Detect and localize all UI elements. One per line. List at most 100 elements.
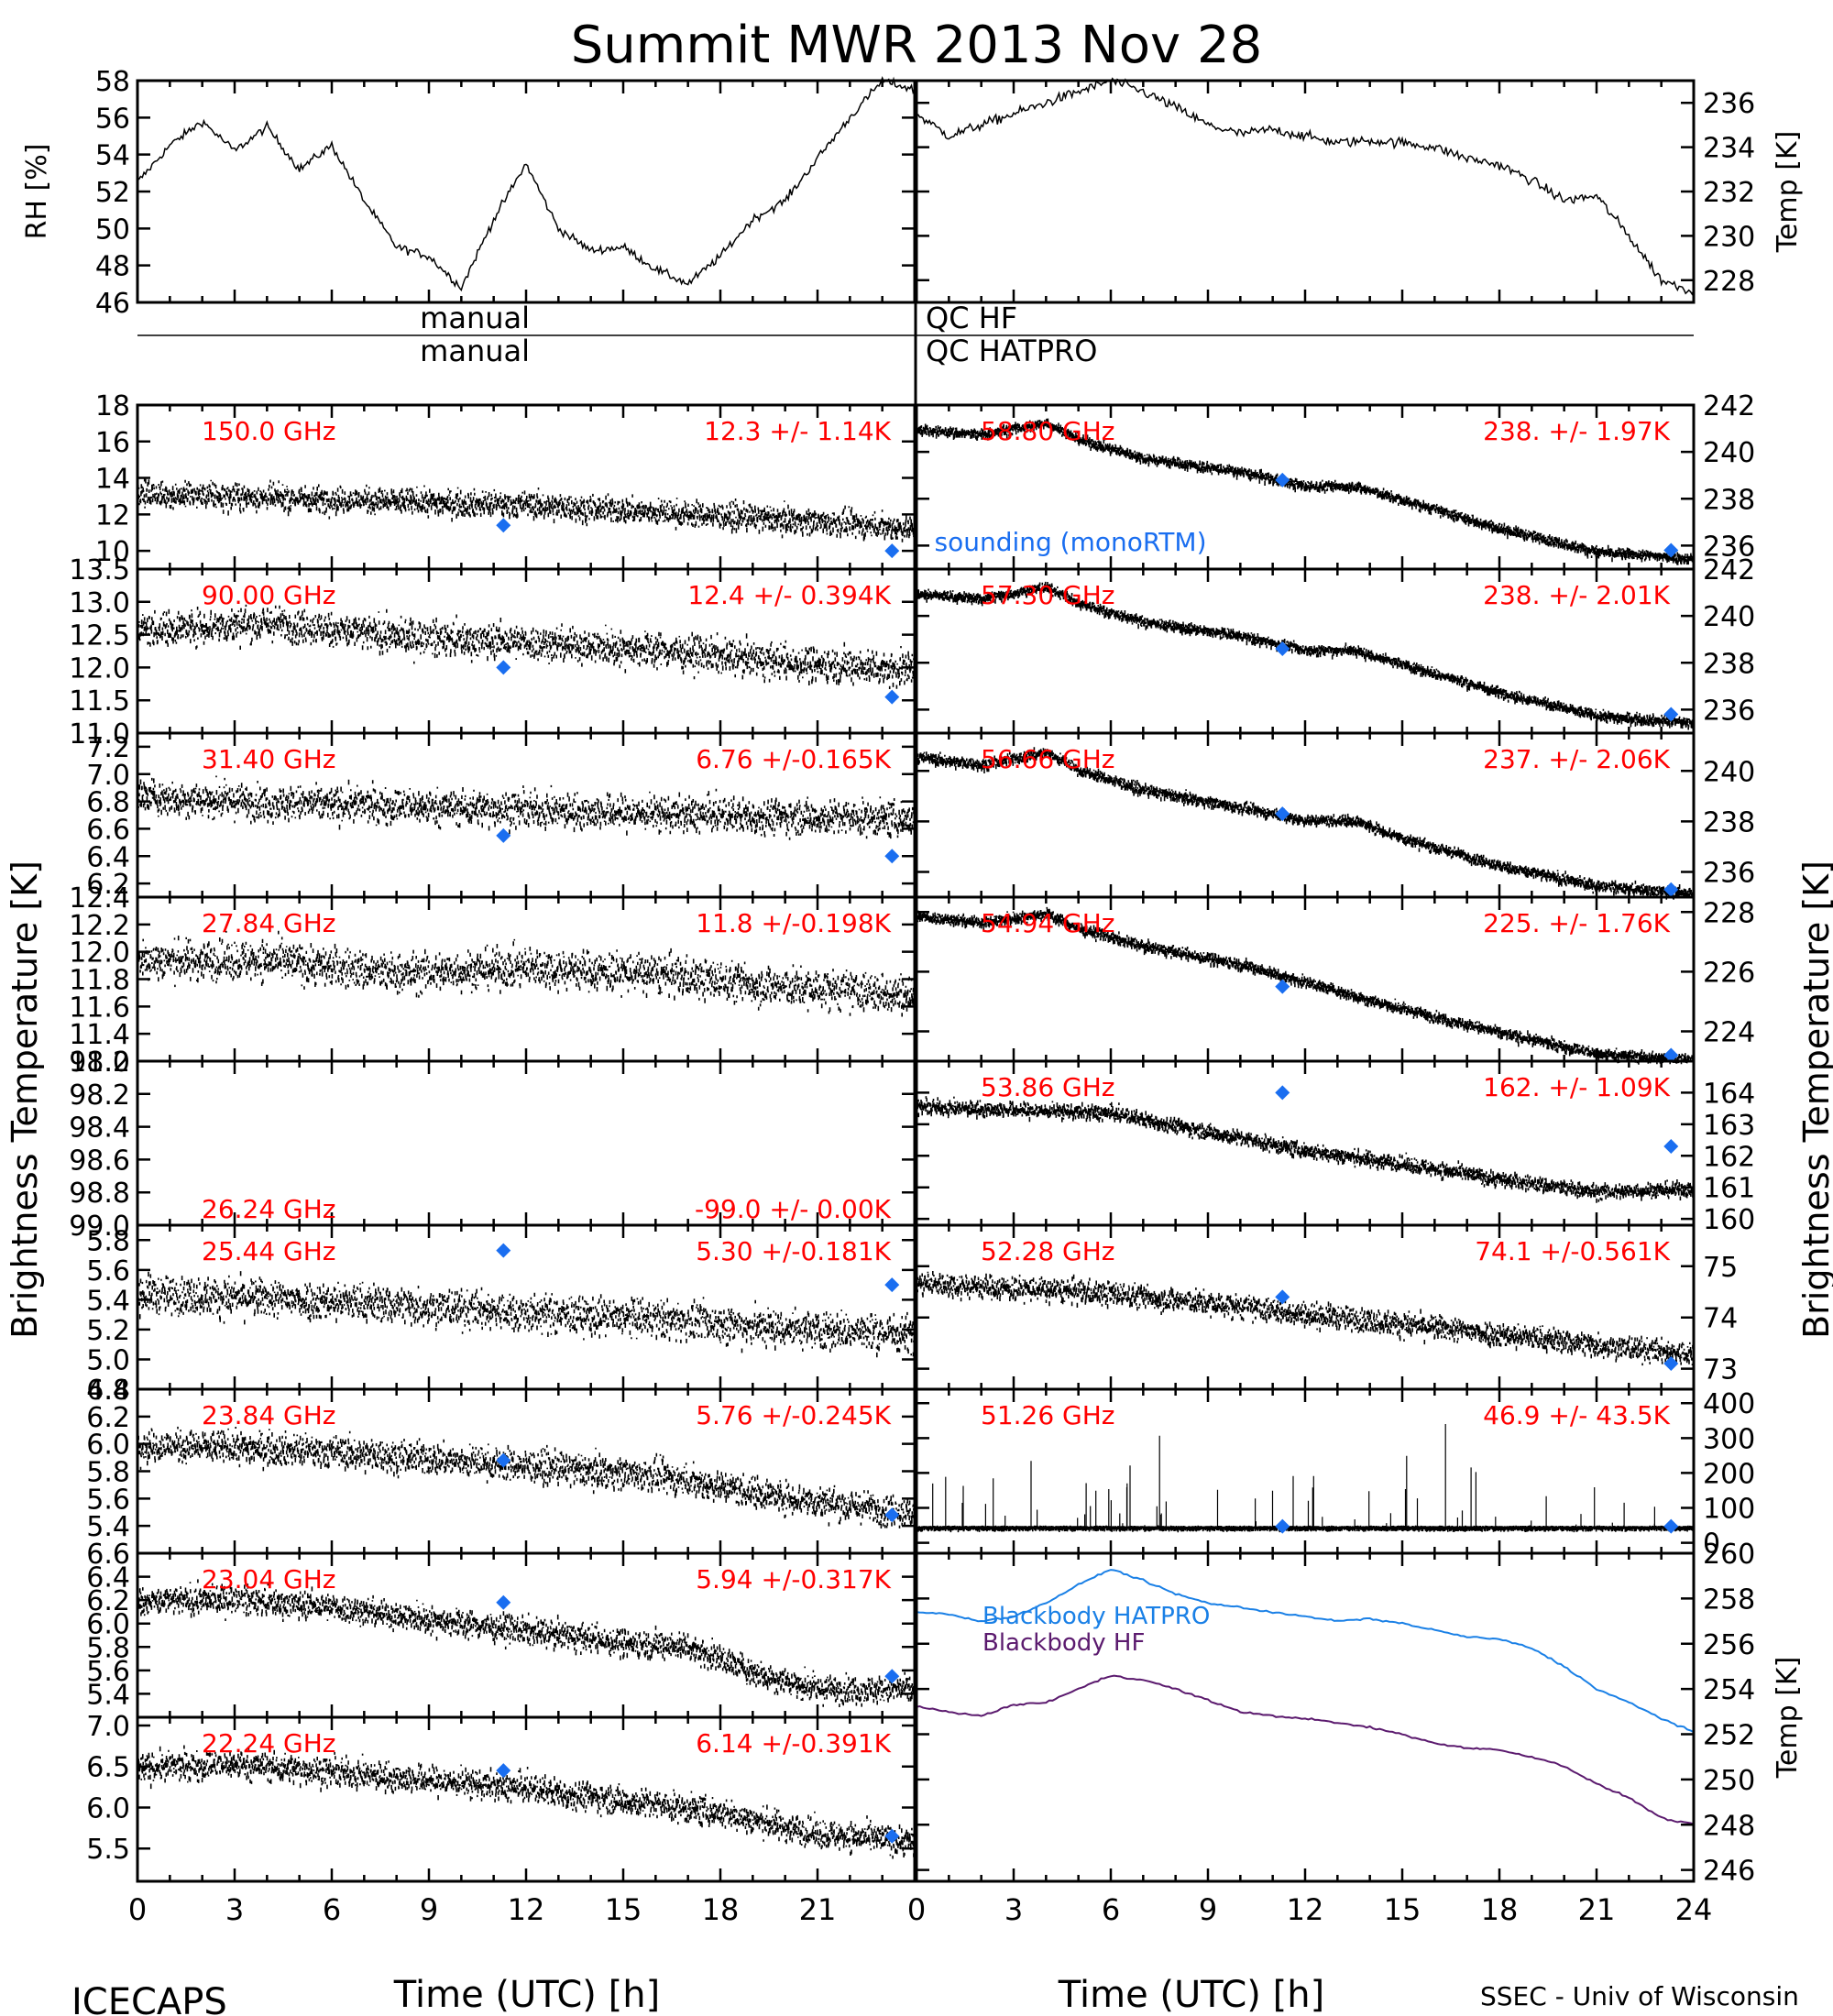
y-tick-label: 236 — [1703, 88, 1755, 120]
y-tick-label: 6.0 — [86, 1430, 130, 1462]
y-tick-label: 50 — [95, 214, 130, 246]
sounding-point-1 — [1275, 1518, 1290, 1534]
y-tick-label: 161 — [1703, 1173, 1755, 1205]
y-tick-label: 300 — [1703, 1423, 1755, 1455]
y-tick-label: 6.4 — [86, 1375, 130, 1407]
y-tick-label: 260 — [1703, 1539, 1755, 1571]
y-tick-label: 13.0 — [69, 587, 130, 619]
panel-74: 73 74 75 52.28 GHz 74.1 +/-0.561K — [915, 1223, 1738, 1391]
y-tick-label: 238 — [1703, 648, 1755, 680]
axis-ticks — [136, 403, 916, 569]
panel-22: 5.5 6.0 6.5 7.0 22.24 GHz 6.14 +/-0.391K — [86, 1711, 916, 1883]
panels: 46 48 50 52 54 56 58 RH [%] 228 230 232 234 236 Temp … — [21, 66, 1804, 1927]
data-trace — [916, 418, 1696, 565]
y-tick-label: 11.2 — [69, 1046, 130, 1079]
stat-label: 12.3 +/- 1.14K — [704, 416, 891, 446]
data-line — [916, 77, 1695, 296]
legend-entry-2: Blackbody HF — [982, 1629, 1145, 1657]
data-trace — [137, 1271, 916, 1358]
y-tick-label: 48 — [95, 251, 130, 283]
panel-frame — [136, 79, 916, 304]
panel-temp: 228 230 232 234 236 Temp [K] — [915, 77, 1804, 304]
y-tick-label: 162 — [1703, 1141, 1755, 1173]
y-tick-label: 232 — [1703, 177, 1755, 209]
axis-ticks — [915, 403, 1696, 569]
x-tick-label-left: 3 — [225, 1892, 244, 1927]
sounding-point-2 — [884, 543, 900, 559]
axis-ticks — [136, 895, 916, 1063]
sounding-point-2 — [1663, 1047, 1679, 1063]
frequency-label: 58.80 GHz — [981, 416, 1115, 446]
sounding-point-1 — [496, 1763, 511, 1779]
x-tick-label-right: 12 — [1287, 1892, 1324, 1927]
y-tick-label: 74 — [1703, 1303, 1738, 1335]
y-tick-label: 5.4 — [86, 1679, 130, 1711]
x-tick-label-right: 3 — [1004, 1892, 1023, 1927]
panel-237: 236 238 240 56.66 GHz 237. +/- 2.06K — [915, 731, 1755, 900]
sounding-point-1 — [1275, 979, 1290, 994]
y-tick-label: 230 — [1703, 221, 1755, 253]
sounding-point-2 — [1663, 1138, 1679, 1154]
sounding-point-1 — [496, 1594, 511, 1610]
y-tick-label: 14 — [95, 464, 130, 496]
qc-hf-label: QC HF — [926, 301, 1017, 335]
y-tick-label: 5.6 — [86, 1255, 130, 1287]
y-tick-label: 236 — [1703, 857, 1755, 889]
sounding-point-2 — [884, 849, 900, 864]
panel-y-label: Temp [K] — [1772, 131, 1804, 254]
y-tick-label: 99.0 — [69, 1211, 130, 1243]
sounding-point-1 — [496, 1452, 511, 1468]
y-tick-label: 7.0 — [86, 1711, 130, 1743]
data-trace — [137, 930, 916, 1020]
figure-title: Summit MWR 2013 Nov 28 — [571, 16, 1263, 75]
data-line — [137, 75, 916, 292]
y-tick-label: 6.0 — [86, 1609, 130, 1641]
footer-ssec: SSEC - Univ of Wisconsin — [1480, 1981, 1799, 2011]
data-trace — [137, 477, 916, 542]
panel-y-label: Temp [K] — [1772, 1657, 1804, 1780]
axis-ticks — [136, 79, 916, 304]
axis-ticks — [136, 567, 916, 735]
x-tick-label-left: 12 — [508, 1892, 545, 1927]
y-tick-label: 12.0 — [69, 937, 130, 970]
panel-90: 11.011.512.012.513.013.5 90.00 GHz 12.4 +/… — [69, 554, 916, 751]
y-tick-label: 252 — [1703, 1720, 1755, 1752]
footer-icecaps: ICECAPS — [71, 1981, 227, 2016]
sounding-point-1 — [1275, 1085, 1290, 1101]
axis-ticks — [136, 733, 916, 897]
stat-label: 74.1 +/-0.561K — [1475, 1236, 1670, 1266]
data-trace — [916, 1096, 1696, 1203]
panel-25: 4.85.05.25.45.65.8 25.44 GHz 5.30 +/-0.181… — [86, 1223, 916, 1407]
y-tick-label: 5.4 — [86, 1285, 130, 1317]
y-tick-label: 75 — [1703, 1252, 1738, 1284]
y-tick-label: 52 — [95, 177, 130, 209]
y-tick-label: 73 — [1703, 1354, 1738, 1386]
y-tick-label: 98.6 — [69, 1145, 130, 1177]
y-tick-label: 228 — [1703, 897, 1755, 929]
data-trace — [137, 1745, 916, 1859]
frequency-label: 31.40 GHz — [202, 744, 336, 774]
y-tick-label: 160 — [1703, 1204, 1755, 1236]
stat-label: 11.8 +/-0.198K — [696, 908, 891, 938]
x-tick-label-right: 18 — [1481, 1892, 1519, 1927]
panel-238b: 236 238 240 242 57.30 GHz 238. +/- 2.01K — [915, 554, 1755, 735]
data-trace — [916, 1424, 1696, 1533]
y-tick-label: 246 — [1703, 1856, 1755, 1888]
y-tick-label: 234 — [1703, 133, 1755, 165]
stat-label: 162. +/- 1.09K — [1483, 1072, 1670, 1102]
frequency-label: 150.0 GHz — [202, 416, 336, 446]
y-tick-label: 238 — [1703, 484, 1755, 516]
y-tick-label: 250 — [1703, 1765, 1755, 1797]
y-tick-label: 242 — [1703, 554, 1755, 586]
y-tick-label: 5.0 — [86, 1344, 130, 1376]
y-tick-label: 4.8 — [86, 1375, 130, 1407]
panel-26: 98.098.298.498.698.899.0 26.24 GHz -99.0 +… — [69, 1046, 916, 1243]
y-tick-label: 258 — [1703, 1583, 1755, 1616]
stat-label: 238. +/- 2.01K — [1483, 580, 1670, 610]
y-axis-label-right: Brightness Temperature [K] — [1796, 860, 1833, 1339]
y-tick-label: 5.4 — [86, 1511, 130, 1543]
y-tick-label: 12.5 — [69, 620, 130, 652]
